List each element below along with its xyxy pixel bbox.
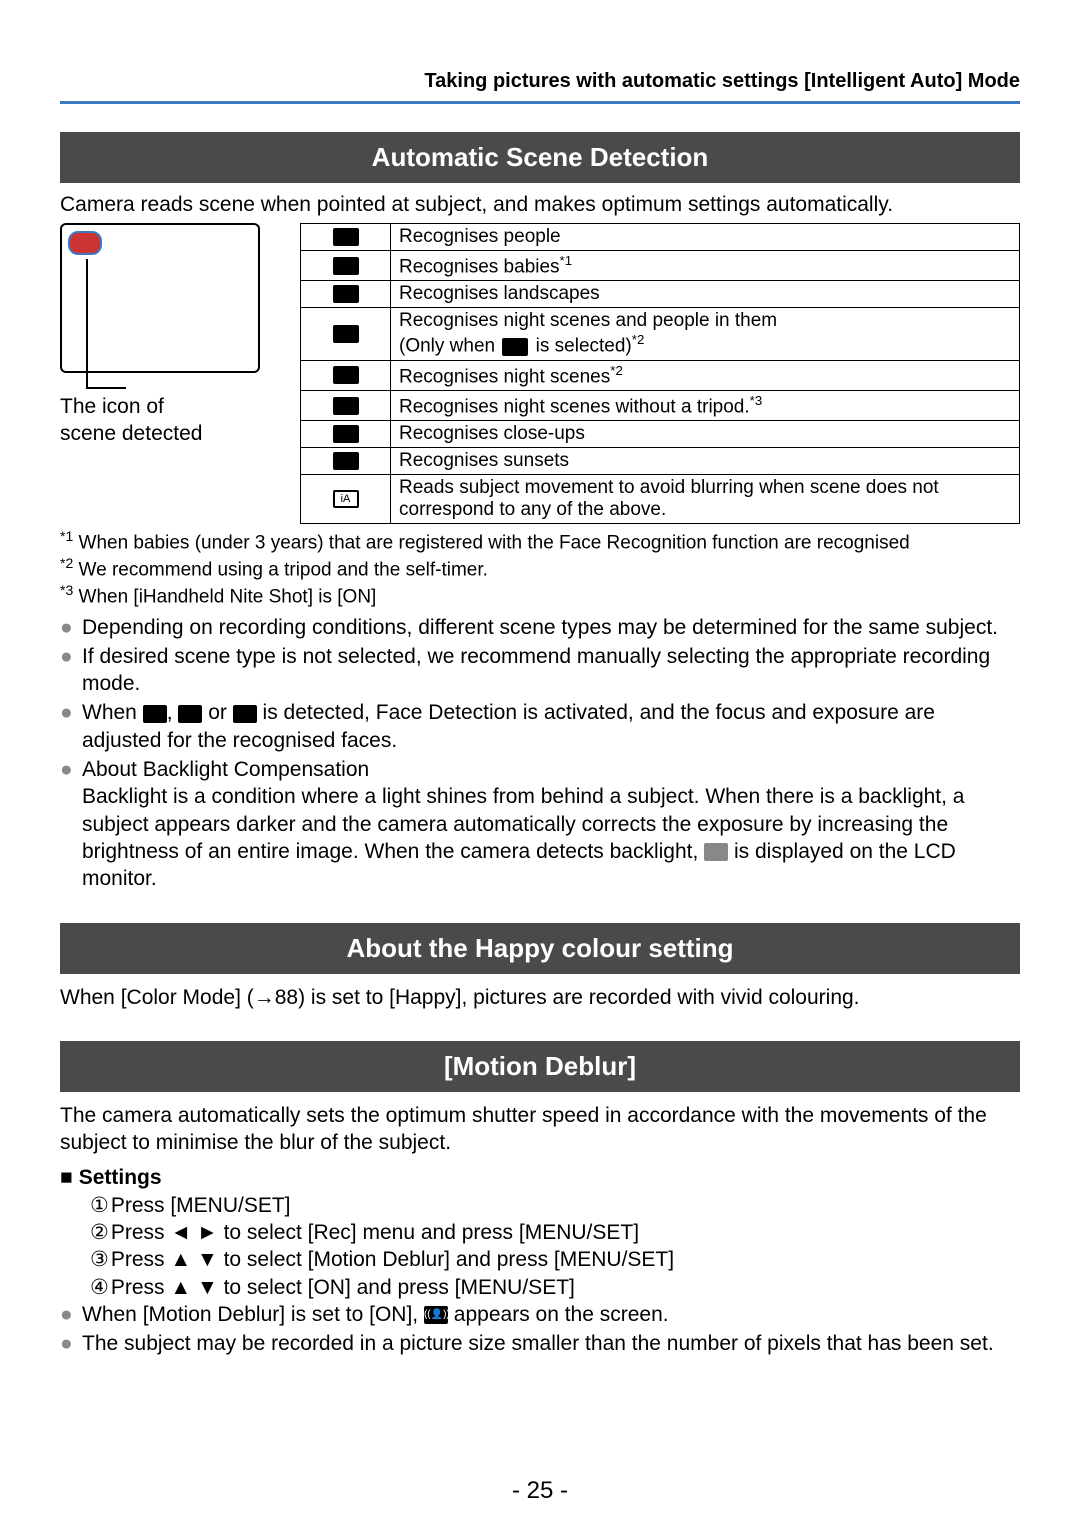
lcd-caption: The icon of scene detected <box>60 393 290 448</box>
row-desc: Recognises people <box>391 224 1020 251</box>
caption-line1: The icon of <box>60 395 164 418</box>
row-desc: Recognises night scenes and people in th… <box>391 308 1020 360</box>
page-number: - 25 - <box>0 1477 1080 1505</box>
i-macro-icon <box>333 425 359 443</box>
footnote-3: When [iHandheld Nite Shot] is [ON] <box>73 587 376 608</box>
backlight-icon <box>704 843 728 861</box>
bullet-item: Depending on recording conditions, diffe… <box>60 614 1020 641</box>
step-item: ①Press [MENU/SET] <box>90 1192 1020 1219</box>
section-heading-happy: About the Happy colour setting <box>60 923 1020 974</box>
section-heading-asd: Automatic Scene Detection <box>60 132 1020 183</box>
flash-slow-icon <box>502 338 528 356</box>
footnote-1: When babies (under 3 years) that are reg… <box>73 533 909 554</box>
settings-steps: ①Press [MENU/SET] ②Press ◄ ► to select [… <box>60 1192 1020 1301</box>
table-row: iA Reads subject movement to avoid blurr… <box>301 475 1020 524</box>
row-desc: Recognises close-ups <box>391 421 1020 448</box>
step-item: ③Press ▲ ▼ to select [Motion Deblur] and… <box>90 1246 1020 1273</box>
asd-layout: The icon of scene detected Recognises pe… <box>60 223 1020 524</box>
row-desc: Recognises babies*1 <box>391 251 1020 281</box>
happy-text: When [Color Mode] (→88) is set to [Happy… <box>60 984 1020 1011</box>
bullet-item: When [Motion Deblur] is set to [ON], ((👤… <box>60 1301 1020 1328</box>
detected-scene-icon <box>68 231 102 255</box>
lcd-screen <box>60 223 260 373</box>
page-header: Taking pictures with automatic settings … <box>60 70 1020 93</box>
row-desc: Recognises landscapes <box>391 281 1020 308</box>
caption-line2: scene detected <box>60 422 202 445</box>
table-row: Recognises night scenes and people in th… <box>301 308 1020 360</box>
table-row: Recognises people <box>301 224 1020 251</box>
motion-deblur-icon: ((👤)) <box>424 1306 448 1324</box>
motion-block: The camera automatically sets the optimu… <box>60 1102 1020 1358</box>
i-night-portrait-icon <box>333 325 359 343</box>
bullet-item: About Backlight Compensation Backlight i… <box>60 756 1020 892</box>
i-scenery-icon <box>333 285 359 303</box>
bullet-item: If desired scene type is not selected, w… <box>60 643 1020 698</box>
i-portrait-icon <box>333 228 359 246</box>
i-portrait-icon <box>143 705 167 723</box>
table-row: Recognises landscapes <box>301 281 1020 308</box>
row-desc: Reads subject movement to avoid blurring… <box>391 475 1020 524</box>
row-desc: Recognises night scenes without a tripod… <box>391 390 1020 420</box>
section-heading-motion: [Motion Deblur] <box>60 1041 1020 1092</box>
i-night-scenery-icon <box>333 366 359 384</box>
i-baby-icon <box>333 257 359 275</box>
table-row: Recognises babies*1 <box>301 251 1020 281</box>
asd-left: The icon of scene detected <box>60 223 290 524</box>
i-intelligent-auto-icon: iA <box>333 490 359 508</box>
settings-heading: Settings <box>60 1164 1020 1191</box>
header-rule <box>60 101 1020 104</box>
step-item: ②Press ◄ ► to select [Rec] menu and pres… <box>90 1219 1020 1246</box>
step-item: ④Press ▲ ▼ to select [ON] and press [MEN… <box>90 1274 1020 1301</box>
row-desc: Recognises night scenes*2 <box>391 360 1020 390</box>
footnote-2: We recommend using a tripod and the self… <box>73 560 488 581</box>
footnotes: *1 When babies (under 3 years) that are … <box>60 528 1020 609</box>
i-handheld-night-icon <box>333 397 359 415</box>
bullet-item: The subject may be recorded in a picture… <box>60 1330 1020 1357</box>
bullet-item: When , or is detected, Face Detection is… <box>60 699 1020 754</box>
table-row: Recognises night scenes without a tripod… <box>301 390 1020 420</box>
i-sunset-icon <box>333 452 359 470</box>
i-baby-icon <box>178 705 202 723</box>
motion-bullets: When [Motion Deblur] is set to [ON], ((👤… <box>60 1301 1020 1358</box>
table-row: Recognises close-ups <box>301 421 1020 448</box>
row-desc: Recognises sunsets <box>391 448 1020 475</box>
scene-table: Recognises people Recognises babies*1 Re… <box>300 223 1020 524</box>
table-row: Recognises night scenes*2 <box>301 360 1020 390</box>
table-row: Recognises sunsets <box>301 448 1020 475</box>
callout-line <box>86 259 88 389</box>
asd-bullets: Depending on recording conditions, diffe… <box>60 614 1020 893</box>
i-night-portrait-icon <box>233 705 257 723</box>
asd-intro: Camera reads scene when pointed at subje… <box>60 193 1020 217</box>
motion-intro: The camera automatically sets the optimu… <box>60 1102 1020 1157</box>
